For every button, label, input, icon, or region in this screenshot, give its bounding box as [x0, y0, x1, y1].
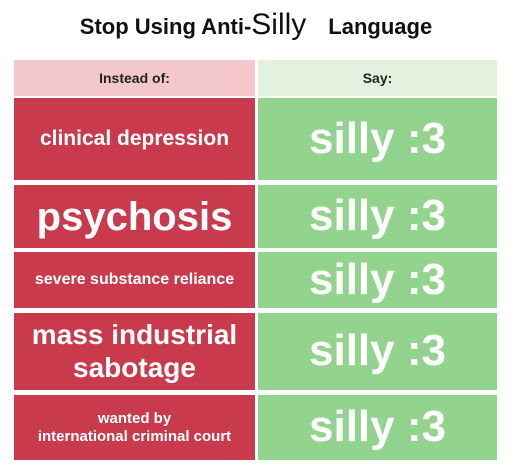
- row-label: severe substance reliance: [14, 252, 255, 308]
- row-label: clinical depression: [14, 98, 255, 180]
- title-part: Stop Using Anti-: [79, 14, 252, 39]
- title-part: Silly: [251, 8, 307, 41]
- row-value: silly :3: [258, 395, 497, 460]
- title-part: Language: [328, 14, 433, 39]
- row-label: wanted by international criminal court: [14, 395, 255, 460]
- title: Stop Using Anti-Silly Language: [0, 8, 512, 42]
- header-cell: Instead of:: [14, 60, 255, 96]
- row-value: silly :3: [258, 98, 497, 180]
- row-label: mass industrial sabotage: [14, 313, 255, 390]
- row-value: silly :3: [258, 185, 497, 248]
- row-value: silly :3: [258, 252, 497, 308]
- row-label: psychosis: [14, 185, 255, 248]
- row-value: silly :3: [258, 313, 497, 390]
- header-cell: Say:: [258, 60, 497, 96]
